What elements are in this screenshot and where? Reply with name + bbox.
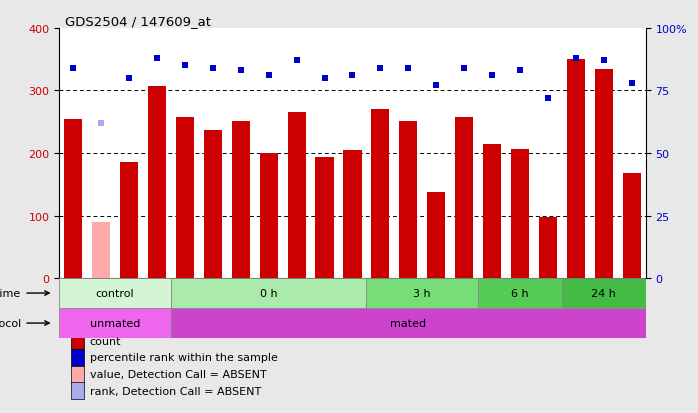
Text: mated: mated bbox=[390, 318, 426, 328]
Point bbox=[124, 76, 135, 82]
Text: rank, Detection Call = ABSENT: rank, Detection Call = ABSENT bbox=[90, 386, 261, 396]
Text: GDS2504 / 147609_at: GDS2504 / 147609_at bbox=[65, 15, 211, 28]
Point bbox=[235, 68, 246, 75]
Point bbox=[179, 63, 191, 70]
Bar bbox=[399, 121, 417, 278]
Point bbox=[375, 66, 386, 72]
Bar bbox=[64, 119, 82, 278]
Bar bbox=[71, 382, 84, 399]
Point bbox=[459, 66, 470, 72]
Bar bbox=[315, 158, 334, 278]
Point bbox=[431, 83, 442, 90]
Bar bbox=[366, 278, 478, 309]
Text: time: time bbox=[0, 288, 21, 298]
Bar bbox=[92, 222, 110, 278]
Point bbox=[487, 73, 498, 80]
Bar bbox=[171, 278, 366, 309]
Bar bbox=[623, 173, 641, 278]
Text: 0 h: 0 h bbox=[260, 288, 278, 298]
Point bbox=[151, 55, 163, 62]
Point bbox=[96, 121, 107, 127]
Bar bbox=[120, 163, 138, 278]
Bar bbox=[343, 150, 362, 278]
Bar bbox=[567, 60, 585, 278]
Bar bbox=[204, 131, 222, 278]
Bar bbox=[455, 118, 473, 278]
Point bbox=[291, 58, 302, 65]
Bar bbox=[427, 192, 445, 278]
Point bbox=[207, 66, 218, 72]
Text: protocol: protocol bbox=[0, 318, 21, 328]
Bar bbox=[232, 121, 250, 278]
Bar bbox=[511, 149, 529, 278]
Text: percentile rank within the sample: percentile rank within the sample bbox=[90, 353, 278, 363]
Bar bbox=[260, 154, 278, 278]
Text: 24 h: 24 h bbox=[591, 288, 616, 298]
Bar bbox=[595, 69, 613, 278]
Point bbox=[598, 58, 609, 65]
Bar bbox=[148, 87, 166, 278]
Point bbox=[68, 66, 79, 72]
Point bbox=[626, 81, 637, 87]
Text: 6 h: 6 h bbox=[511, 288, 529, 298]
Bar bbox=[171, 309, 646, 338]
Text: value, Detection Call = ABSENT: value, Detection Call = ABSENT bbox=[90, 369, 267, 380]
Bar bbox=[483, 144, 501, 278]
Point bbox=[542, 95, 554, 102]
Bar bbox=[71, 349, 84, 366]
Point bbox=[319, 76, 330, 82]
Point bbox=[347, 73, 358, 80]
Bar bbox=[478, 278, 562, 309]
Text: count: count bbox=[90, 336, 121, 346]
Bar bbox=[562, 278, 646, 309]
Text: 3 h: 3 h bbox=[413, 288, 431, 298]
Point bbox=[263, 73, 274, 80]
Bar bbox=[539, 217, 557, 278]
Bar bbox=[371, 110, 389, 278]
Bar bbox=[59, 278, 171, 309]
Bar bbox=[71, 366, 84, 383]
Bar bbox=[71, 332, 84, 349]
Bar bbox=[176, 118, 194, 278]
Text: control: control bbox=[96, 288, 135, 298]
Point bbox=[403, 66, 414, 72]
Bar bbox=[59, 309, 171, 338]
Point bbox=[514, 68, 526, 75]
Bar bbox=[288, 113, 306, 278]
Point bbox=[570, 55, 581, 62]
Text: unmated: unmated bbox=[90, 318, 140, 328]
